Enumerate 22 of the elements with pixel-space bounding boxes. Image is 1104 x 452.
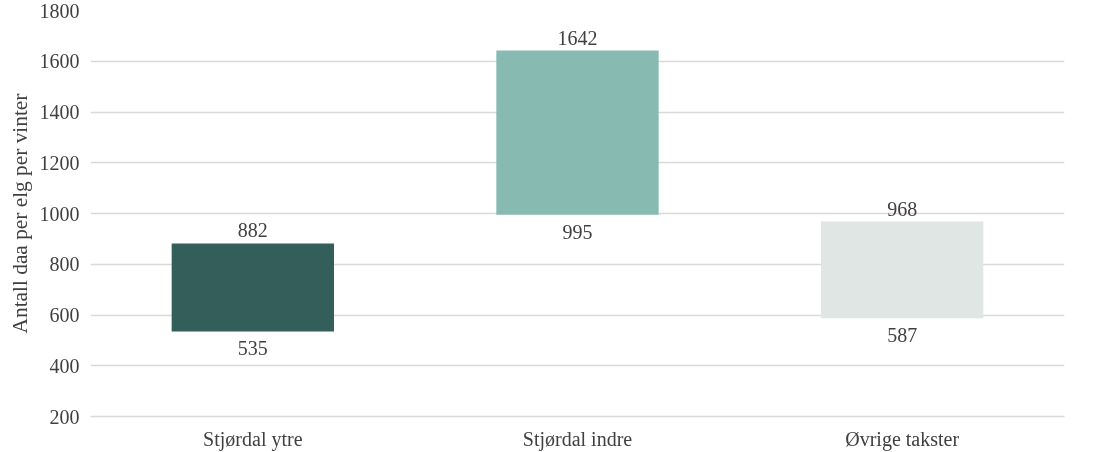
annotation: 882 xyxy=(237,219,268,242)
y-tick-label: 400 xyxy=(49,354,80,377)
bar xyxy=(171,243,334,332)
y-tick-label: 800 xyxy=(49,253,80,276)
y-tick-label: 1400 xyxy=(39,101,80,123)
x-tick-label: Stjørdal ytre xyxy=(203,427,303,451)
x-tick-label: Øvrige takster xyxy=(845,427,960,451)
y-tick-label: 1200 xyxy=(39,151,80,174)
y-tick-label: 1800 xyxy=(39,0,80,22)
y-tick-label: 200 xyxy=(49,405,80,428)
bar xyxy=(821,221,984,319)
y-tick-label: 1000 xyxy=(39,202,80,225)
bar xyxy=(496,50,659,215)
y-axis-title: Antall daa per elg per vinter xyxy=(7,93,32,334)
annotation: 995 xyxy=(562,220,593,243)
y-tick-label: 1600 xyxy=(39,50,80,73)
annotation: 1642 xyxy=(557,26,598,49)
x-tick-label: Stjørdal indre xyxy=(522,427,633,451)
annotation: 535 xyxy=(237,337,268,360)
annotation: 587 xyxy=(887,324,918,347)
y-tick-label: 600 xyxy=(49,304,80,326)
annotation: 968 xyxy=(887,197,918,220)
